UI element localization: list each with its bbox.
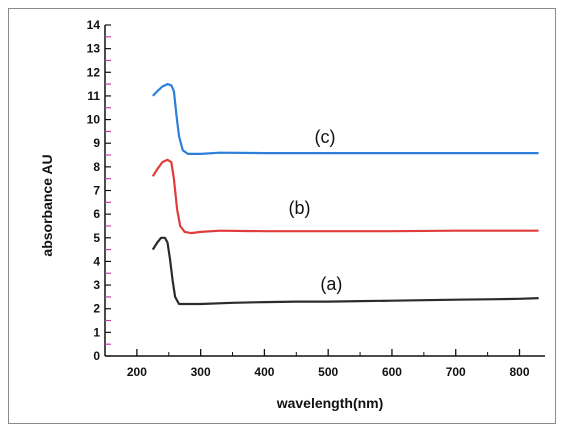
y-tick-label: 4 (93, 254, 100, 268)
y-tick-label: 6 (93, 207, 100, 221)
y-tick-label: 2 (93, 302, 100, 316)
x-tick-label: 500 (318, 365, 338, 379)
x-tick-label: 600 (382, 365, 402, 379)
y-tick-label: 10 (87, 113, 101, 127)
y-tick-label: 8 (93, 160, 100, 174)
series-line (151, 158, 539, 235)
y-tick-label: 11 (87, 89, 100, 103)
y-axis-title: absorbance AU (39, 154, 55, 256)
x-axis-title: wavelength(nm) (276, 395, 384, 411)
series-line (152, 83, 539, 155)
y-tick-label: 1 (93, 325, 100, 339)
series-label: (b) (288, 198, 310, 218)
x-tick-label: 800 (509, 365, 529, 379)
y-tick-label: 5 (93, 231, 100, 245)
y-tick-label: 9 (93, 136, 100, 150)
y-tick-label: 14 (87, 18, 101, 32)
x-tick-label: 200 (127, 365, 147, 379)
x-tick-label: 300 (191, 365, 211, 379)
series-label: (c) (315, 127, 336, 147)
series-label: (a) (320, 274, 342, 294)
y-tick-label: 12 (87, 65, 101, 79)
figure-frame (8, 8, 556, 424)
y-tick-label: 0 (93, 349, 100, 363)
x-tick-label: 700 (446, 365, 466, 379)
series-line (151, 236, 539, 306)
y-tick-label: 7 (93, 184, 100, 198)
y-tick-label: 13 (87, 42, 101, 56)
y-tick-label: 3 (93, 278, 100, 292)
x-tick-label: 400 (254, 365, 274, 379)
